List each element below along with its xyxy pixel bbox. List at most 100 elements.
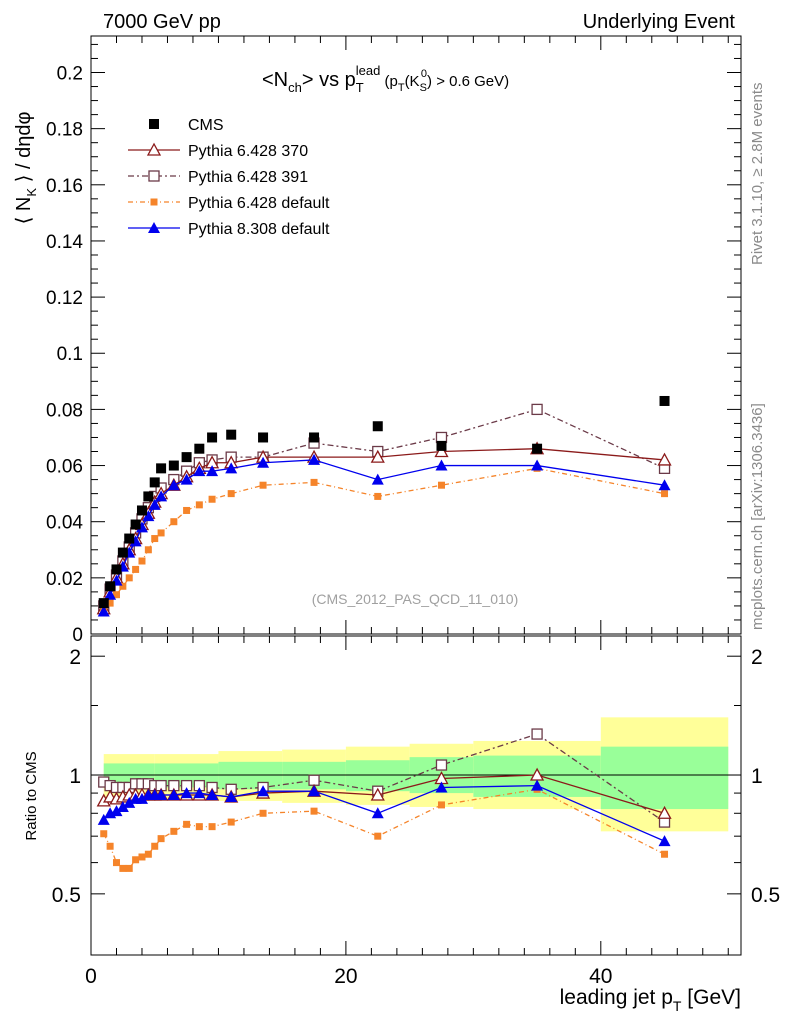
point-cms [207,432,218,443]
y-tick-label: 0.12 [46,288,83,309]
point-p6def [208,495,216,503]
point-p8def [531,459,544,471]
main-title: <Nch> vs pTlead (pT(KS0) > 0.6 GeV) [262,63,509,95]
point-cms [372,421,383,432]
ratio-ylabel: Ratio to CMS [23,751,40,840]
ratio-y-tick-label-right: 1 [751,765,763,788]
ratio-point-p8def [206,789,219,801]
ratio-point-p8def [658,835,671,847]
point-cms [117,547,128,558]
point-p8def [225,462,238,474]
point-p370 [434,444,449,458]
ratio-point-p8def [193,787,206,799]
y-tick-label: 0.16 [46,176,83,197]
ratio-point-p6def [100,830,108,838]
ratio-point-p8def [180,787,193,799]
ratio-point-p8def [116,800,129,812]
point-p8def [97,605,110,617]
ratio-point-p6def [310,807,318,815]
point-p6def [259,481,267,489]
ratio-point-p6def [170,827,178,835]
ratio-point-p6def [106,842,114,850]
point-p6def [144,546,152,554]
point-p8def [155,490,168,502]
ratio-point-p6def [661,850,669,858]
point-p8def [371,473,384,485]
ratio-point-p8def [167,789,180,801]
ratio-point-p6def [259,809,267,817]
point-p6def [227,490,235,498]
point-p8def [193,465,206,477]
point-p8def [206,465,219,477]
x-tick-label: 20 [334,965,357,988]
y-tick-label: 0 [72,625,83,646]
main-axes: 0 0.02 0.04 0.06 0.08 0.1 0.12 0.14 0.16 0.18 0.2 [46,36,741,646]
ratio-point-p370 [370,787,385,801]
point-p8def [308,453,321,465]
ratio-y-tick-label-right: 2 [751,646,763,669]
ratio-axes: 0.5 0.51 12 20 20 40 [52,636,780,988]
ratio-point-p6def [195,823,203,831]
point-cms [659,395,670,406]
legend-label-p370: Pythia 6.428 370 [188,143,308,160]
ratio-point-p6def [227,818,235,826]
point-cms [181,452,192,463]
ratio-point-p8def [155,789,168,801]
point-p6def [310,478,318,486]
legend-marker-p391 [148,170,160,182]
main-series-layer [96,395,672,617]
point-cms [143,491,154,502]
ratio-point-p6def [119,864,127,872]
ratio-point-p370 [657,805,672,819]
y-tick-label: 0.18 [46,120,83,141]
ratio-panel-frame [90,635,742,956]
ratio-point-p6def [183,820,191,828]
main-ylabel: ⟨ NK ⟩ / dηdφ [13,112,39,225]
rivet-label: Rivet 3.1.10, ≥ 2.8M events [749,83,766,266]
point-p8def [257,456,270,468]
point-p8def [135,521,148,533]
y-tick-label: 0.02 [46,569,83,590]
point-p8def [658,479,671,491]
point-p6def [195,501,203,509]
point-cms [156,463,167,474]
series-line-p391 [103,408,665,607]
ratio-point-p391 [308,774,320,786]
point-p6def [151,535,159,543]
point-cms [258,432,269,443]
band-green [600,746,729,810]
ratio-point-p391 [435,759,448,771]
point-cms [136,505,147,516]
svg-text:⟨ NK ⟩ / dηdφ: ⟨ NK ⟩ / dηdφ [13,112,39,225]
point-p8def [167,479,180,491]
ratio-y-tick-label: 1 [69,765,81,788]
y-tick-label: 0.06 [46,457,83,478]
ratio-point-p6def [132,856,140,864]
legend: CMS Pythia 6.428 370 Pythia 6.428 391 Pythi… [128,117,330,238]
ratio-point-p8def [123,796,136,808]
ratio-point-p6def [151,842,159,850]
point-p8def [129,535,142,547]
x-tick-label: 40 [589,965,612,988]
point-cms [226,429,237,440]
main-panel-frame [90,35,742,635]
ratio-point-p6def [374,832,382,840]
point-cms [436,440,447,451]
point-p6def [661,490,669,498]
point-p6def [374,492,382,500]
legend-marker-p8def [148,222,160,233]
ratio-point-p8def [531,779,544,791]
point-p6def [106,599,114,607]
point-p8def [148,498,161,510]
ratio-point-p6def [437,801,445,809]
point-cms [124,533,135,544]
legend-label-p391: Pythia 6.428 391 [188,169,308,186]
point-p6def [125,574,133,582]
point-p8def [435,459,448,471]
point-p6def [112,591,120,599]
legend-label-p6def: Pythia 6.428 default [188,195,330,212]
mcplots-label: mcplots.cern.ch [arXiv:1306.3436] [749,403,766,630]
point-cms [111,564,122,575]
ratio-bands [91,717,741,832]
